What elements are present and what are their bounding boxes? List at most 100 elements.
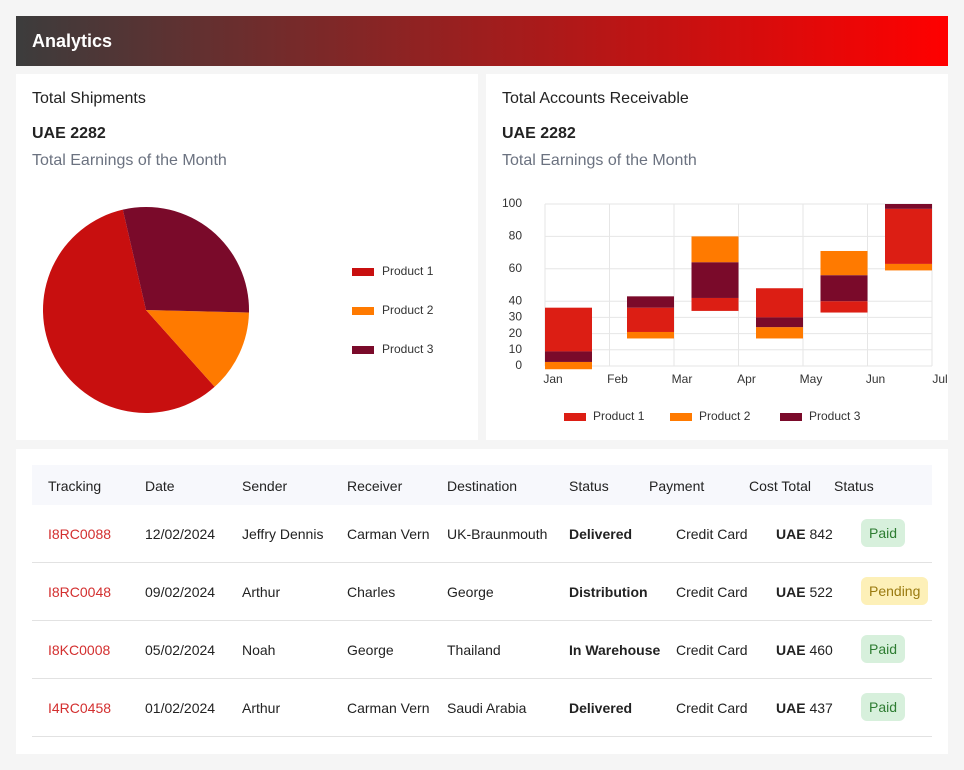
pie-slice [122,206,250,313]
legend-swatch [352,268,374,276]
table-row: I8RC0048 09/02/2024 Arthur Charles George Dis… [32,563,932,621]
bar [885,204,932,209]
cell-status: Distribution [569,584,648,600]
cell-payment: Credit Card [676,700,748,716]
y-tick-label: 20 [509,326,523,340]
cell-sender: Arthur [242,700,281,716]
y-tick-label: 0 [515,358,522,372]
x-tick-label: Jun [866,372,885,386]
cell-date: 09/02/2024 [145,584,216,600]
cell-date: 01/02/2024 [145,700,216,716]
bar [627,307,674,332]
cell-tracking[interactable]: I8RC0088 [48,526,112,542]
status-pill: Pending [861,577,929,605]
bar [545,361,592,370]
bar [885,208,932,264]
table-row: I8KC0008 05/02/2024 Noah George Thailand In W… [32,621,932,679]
x-tick-label: Jul [932,372,947,386]
table-header: Tracking Date Sender Receiver Destination Sta… [32,465,932,505]
cost-currency: UAE [776,526,806,542]
column-header: Status [569,478,609,494]
cell-payment: Credit Card [676,642,748,658]
bar [545,351,592,362]
cell-sender: Noah [242,642,276,658]
cell-date: 05/02/2024 [145,642,216,658]
legend-swatch [670,413,692,421]
legend-label: Product 1 [382,264,434,278]
cell-receiver: George [347,642,394,658]
cell-payment: Credit Card [676,526,748,542]
cell-destination: Saudi Arabia [447,700,527,716]
bar [545,307,592,352]
cell-cost: UAE 522 [776,584,833,600]
cost-amount: 460 [809,642,833,658]
card-subtitle: Total Earnings of the Month [32,152,227,169]
legend-label: Product 3 [382,342,434,356]
cost-amount: 437 [809,700,833,716]
cell-status: In Warehouse [569,642,661,658]
card-subtitle: Total Earnings of the Month [502,152,697,169]
bar [691,297,739,311]
bar [691,236,739,263]
x-tick-label: Apr [737,372,756,386]
y-tick-label: 40 [509,293,523,307]
x-tick-label: Feb [607,372,628,386]
bar [820,301,868,313]
cell-destination: George [447,584,494,600]
cell-status: Delivered [569,526,633,542]
column-header: Receiver [347,478,403,494]
legend-label: Product 2 [382,303,434,317]
y-tick-label: 80 [509,229,523,243]
bar [820,250,868,276]
cell-receiver: Carman Vern [347,526,430,542]
x-tick-label: Mar [672,372,693,386]
y-tick-label: 60 [509,261,523,275]
y-tick-label: 30 [509,310,523,324]
cost-amount: 842 [809,526,833,542]
cell-destination: Thailand [447,642,501,658]
column-header: Tracking [48,478,102,494]
bar [627,296,674,308]
column-header: Payment [649,478,705,494]
cell-date: 12/02/2024 [145,526,216,542]
cell-tracking[interactable]: I8RC0048 [48,584,112,600]
cell-tracking[interactable]: I4RC0458 [48,700,112,716]
legend-label: Product 3 [809,409,861,423]
bar [627,331,674,339]
cell-receiver: Carman Vern [347,700,430,716]
cell-destination: UK-Braunmouth [447,526,548,542]
column-header: Sender [242,478,288,494]
cell-status: Delivered [569,700,633,716]
header: Analytics [16,16,948,66]
bar [820,275,868,302]
bar [756,327,803,339]
cost-currency: UAE [776,700,806,716]
cell-receiver: Charles [347,584,396,600]
cell-tracking[interactable]: I8KC0008 [48,642,111,658]
shipments-card: Total Shipments UAE 2282 Total Earnings … [16,74,478,440]
card-value: UAE 2282 [502,125,576,142]
status-pill: Paid [861,635,906,663]
legend-swatch [352,346,374,354]
legend-label: Product 1 [593,409,645,423]
cell-cost: UAE 460 [776,642,833,658]
cell-cost: UAE 437 [776,700,833,716]
cell-sender: Jeffry Dennis [242,526,324,542]
bar [885,263,932,271]
table-card: Tracking Date Sender Receiver Destination Sta… [16,449,948,754]
cost-amount: 522 [809,584,833,600]
receivable-card: Total Accounts Receivable UAE 2282 Total… [486,74,948,440]
x-tick-label: May [800,372,823,386]
x-tick-label: Jan [543,372,562,386]
cost-currency: UAE [776,584,806,600]
column-header: Status [834,478,874,494]
status-pill: Paid [861,693,906,721]
cell-payment: Credit Card [676,584,748,600]
card-title: Total Accounts Receivable [502,90,689,107]
card-title: Total Shipments [32,90,146,107]
cell-sender: Arthur [242,584,281,600]
legend-swatch [352,307,374,315]
cost-currency: UAE [776,642,806,658]
pie-slice [42,209,215,413]
